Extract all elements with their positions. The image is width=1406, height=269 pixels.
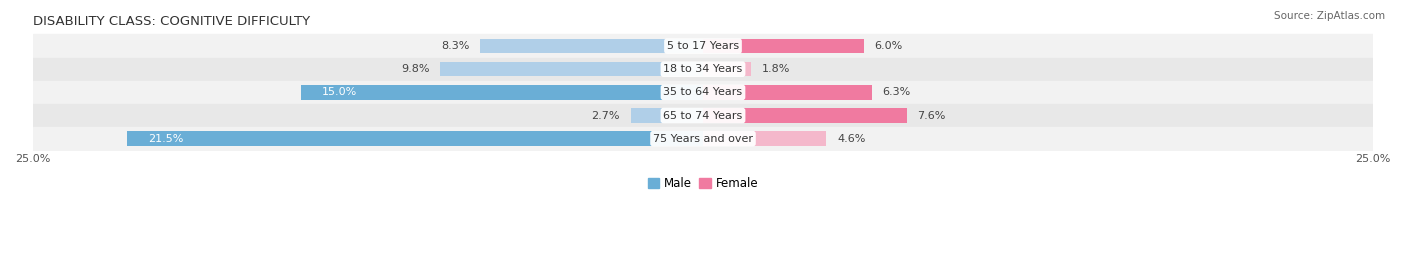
Text: 6.0%: 6.0% bbox=[875, 41, 903, 51]
Text: DISABILITY CLASS: COGNITIVE DIFFICULTY: DISABILITY CLASS: COGNITIVE DIFFICULTY bbox=[32, 15, 309, 28]
Text: 8.3%: 8.3% bbox=[441, 41, 470, 51]
Text: 21.5%: 21.5% bbox=[148, 134, 183, 144]
Bar bbox=[32, 34, 1374, 58]
Text: 18 to 34 Years: 18 to 34 Years bbox=[664, 64, 742, 74]
Text: 1.8%: 1.8% bbox=[762, 64, 790, 74]
Bar bbox=[301, 85, 703, 100]
Text: 7.6%: 7.6% bbox=[918, 111, 946, 121]
Bar bbox=[481, 39, 703, 53]
Bar bbox=[703, 39, 863, 53]
Bar bbox=[703, 132, 827, 146]
Bar bbox=[703, 85, 872, 100]
Text: 4.6%: 4.6% bbox=[837, 134, 866, 144]
Text: 9.8%: 9.8% bbox=[401, 64, 429, 74]
Bar bbox=[440, 62, 703, 76]
Text: 5 to 17 Years: 5 to 17 Years bbox=[666, 41, 740, 51]
Bar bbox=[32, 58, 1374, 81]
Text: 2.7%: 2.7% bbox=[592, 111, 620, 121]
Bar bbox=[703, 62, 751, 76]
Bar bbox=[631, 108, 703, 123]
Text: 65 to 74 Years: 65 to 74 Years bbox=[664, 111, 742, 121]
Bar bbox=[32, 127, 1374, 150]
Bar bbox=[127, 132, 703, 146]
Text: 75 Years and over: 75 Years and over bbox=[652, 134, 754, 144]
Bar bbox=[32, 81, 1374, 104]
Bar bbox=[32, 104, 1374, 127]
Text: 6.3%: 6.3% bbox=[883, 87, 911, 97]
Legend: Male, Female: Male, Female bbox=[643, 173, 763, 195]
Text: 35 to 64 Years: 35 to 64 Years bbox=[664, 87, 742, 97]
Bar bbox=[703, 108, 907, 123]
Text: 15.0%: 15.0% bbox=[322, 87, 357, 97]
Text: Source: ZipAtlas.com: Source: ZipAtlas.com bbox=[1274, 11, 1385, 21]
